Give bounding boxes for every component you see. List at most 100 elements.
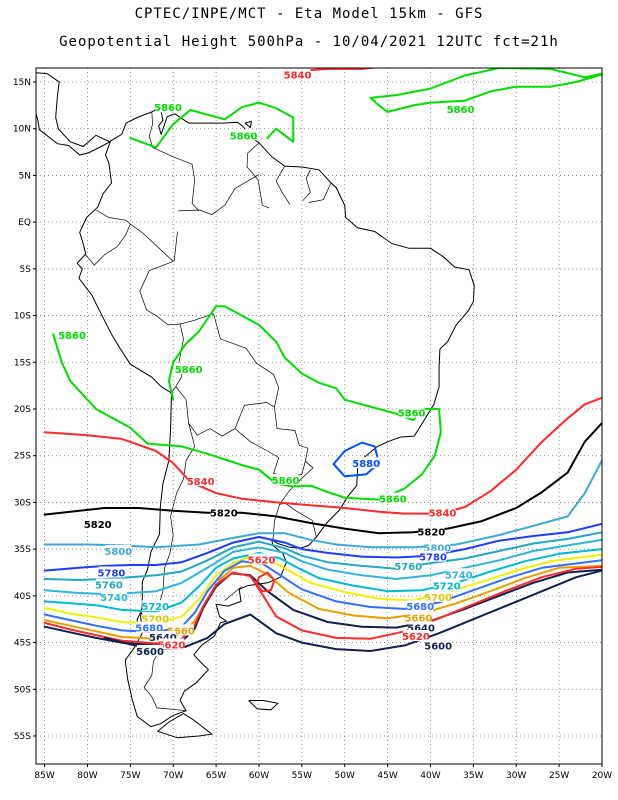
coastline-segment bbox=[244, 120, 252, 129]
contour-label-bg bbox=[137, 644, 164, 656]
contour-5840 bbox=[300, 68, 380, 72]
coastline-segment bbox=[248, 700, 279, 711]
contour-label: 5760 bbox=[394, 562, 422, 573]
country-border bbox=[84, 209, 131, 266]
contour-label-bg bbox=[175, 362, 202, 374]
lat-tick-label: 35S bbox=[14, 545, 31, 555]
contour-label-bg bbox=[84, 517, 111, 529]
contour-5620 bbox=[255, 571, 276, 593]
contour-label-bg bbox=[105, 544, 132, 556]
contour-5620 bbox=[43, 565, 602, 645]
contour-label: 5660 bbox=[405, 613, 433, 624]
axis-ticks: 15N 10N 5N EQ 5S 10S 15S 20S 25S 30S 35S 40S 45S 50S 5… bbox=[13, 78, 612, 781]
lon-tick-label: 50W bbox=[335, 771, 355, 781]
contour-5860 bbox=[52, 305, 442, 501]
contour-label: 5820 bbox=[210, 509, 238, 520]
lon-tick-label: 55W bbox=[292, 771, 312, 781]
contour-label: 5740 bbox=[100, 593, 128, 604]
contour-5640 bbox=[43, 568, 602, 647]
contour-label-bg bbox=[155, 101, 182, 113]
contour-label-bg bbox=[398, 406, 425, 418]
contour-label: 5620 bbox=[248, 555, 276, 566]
contour-label-bg bbox=[424, 541, 451, 553]
lat-tick-label: 55S bbox=[14, 732, 31, 742]
contour-label-bg bbox=[59, 329, 86, 341]
contour-label-bg bbox=[425, 639, 452, 651]
contour-label: 5700 bbox=[141, 614, 169, 625]
contour-5820 bbox=[43, 422, 602, 535]
country-border bbox=[143, 422, 196, 712]
south-america-coastline bbox=[76, 106, 475, 728]
contour-label-bg bbox=[407, 600, 434, 612]
map-frame bbox=[35, 67, 603, 765]
map-title-line-2: Geopotential Height 500hPa - 10/04/2021 … bbox=[59, 34, 559, 50]
contour-label: 5820 bbox=[417, 527, 445, 538]
lon-tick-label: 75W bbox=[120, 771, 140, 781]
country-border bbox=[148, 111, 200, 212]
country-border bbox=[246, 142, 270, 209]
height-contours bbox=[43, 68, 602, 652]
lat-tick-label: 20S bbox=[14, 405, 31, 415]
contour-label-bg bbox=[429, 506, 456, 518]
lon-tick-label: 20W bbox=[592, 771, 612, 781]
contour-label: 5700 bbox=[424, 593, 452, 604]
contour-label: 5640 bbox=[407, 624, 435, 635]
contour-label: 5860 bbox=[230, 131, 258, 142]
contour-label-bg bbox=[418, 525, 445, 537]
contour-label: 5840 bbox=[187, 477, 215, 488]
contour-label-bg bbox=[420, 550, 447, 562]
contour-label: 5840 bbox=[429, 509, 457, 520]
contour-label-bg bbox=[379, 492, 406, 504]
lat-tick-label: 40S bbox=[14, 592, 31, 602]
coastline-segment bbox=[36, 113, 111, 156]
contour-label: 5600 bbox=[136, 647, 164, 658]
country-border bbox=[308, 182, 332, 203]
contour-label: 5600 bbox=[424, 641, 452, 652]
contour-label-bg bbox=[95, 578, 122, 590]
country-border bbox=[275, 165, 291, 205]
contour-label-bg bbox=[136, 621, 163, 633]
lat-tick-label: 25S bbox=[14, 452, 31, 462]
coastline-segment bbox=[156, 713, 214, 739]
contour-label-bg bbox=[142, 612, 169, 624]
contour-label: 5720 bbox=[141, 602, 169, 613]
lat-tick-label: 45S bbox=[14, 639, 31, 649]
land-outlines bbox=[36, 72, 475, 739]
contour-label: 5780 bbox=[419, 553, 447, 564]
contour-label: 5620 bbox=[402, 632, 430, 643]
country-border bbox=[278, 461, 317, 538]
contour-label-bg bbox=[405, 611, 432, 623]
lat-tick-label: 5S bbox=[20, 265, 32, 275]
lat-tick-label: 50S bbox=[14, 685, 31, 695]
contour-5660 bbox=[43, 564, 602, 640]
contour-label: 5780 bbox=[98, 568, 126, 579]
lon-tick-label: 45W bbox=[377, 771, 397, 781]
lat-tick-label: EQ bbox=[18, 218, 31, 228]
contour-label: 5760 bbox=[95, 581, 123, 592]
lat-tick-label: 5N bbox=[19, 171, 31, 181]
contour-label-bg bbox=[167, 624, 194, 636]
contour-label: 5860 bbox=[175, 365, 203, 376]
country-border bbox=[180, 313, 280, 408]
country-border bbox=[130, 223, 174, 262]
contour-5860 bbox=[369, 68, 602, 113]
contour-label-bg bbox=[142, 600, 169, 612]
lon-tick-label: 25W bbox=[549, 771, 569, 781]
graticule bbox=[36, 68, 603, 764]
lat-tick-label: 15N bbox=[13, 78, 31, 88]
contour-label: 5860 bbox=[154, 103, 182, 114]
contour-label: 5660 bbox=[167, 626, 195, 637]
contour-5740 bbox=[43, 538, 602, 595]
contour-label-bg bbox=[248, 553, 275, 565]
lon-tick-label: 30W bbox=[506, 771, 526, 781]
contour-label: 5680 bbox=[406, 602, 434, 613]
lon-tick-label: 60W bbox=[249, 771, 269, 781]
contour-label-bg bbox=[433, 579, 460, 591]
contour-label-bg bbox=[272, 473, 299, 485]
contour-label-bg bbox=[98, 566, 125, 578]
contour-label: 5620 bbox=[158, 640, 186, 651]
contour-label-bg bbox=[158, 638, 185, 650]
lon-tick-label: 85W bbox=[34, 771, 54, 781]
lat-tick-label: 15S bbox=[14, 358, 31, 368]
